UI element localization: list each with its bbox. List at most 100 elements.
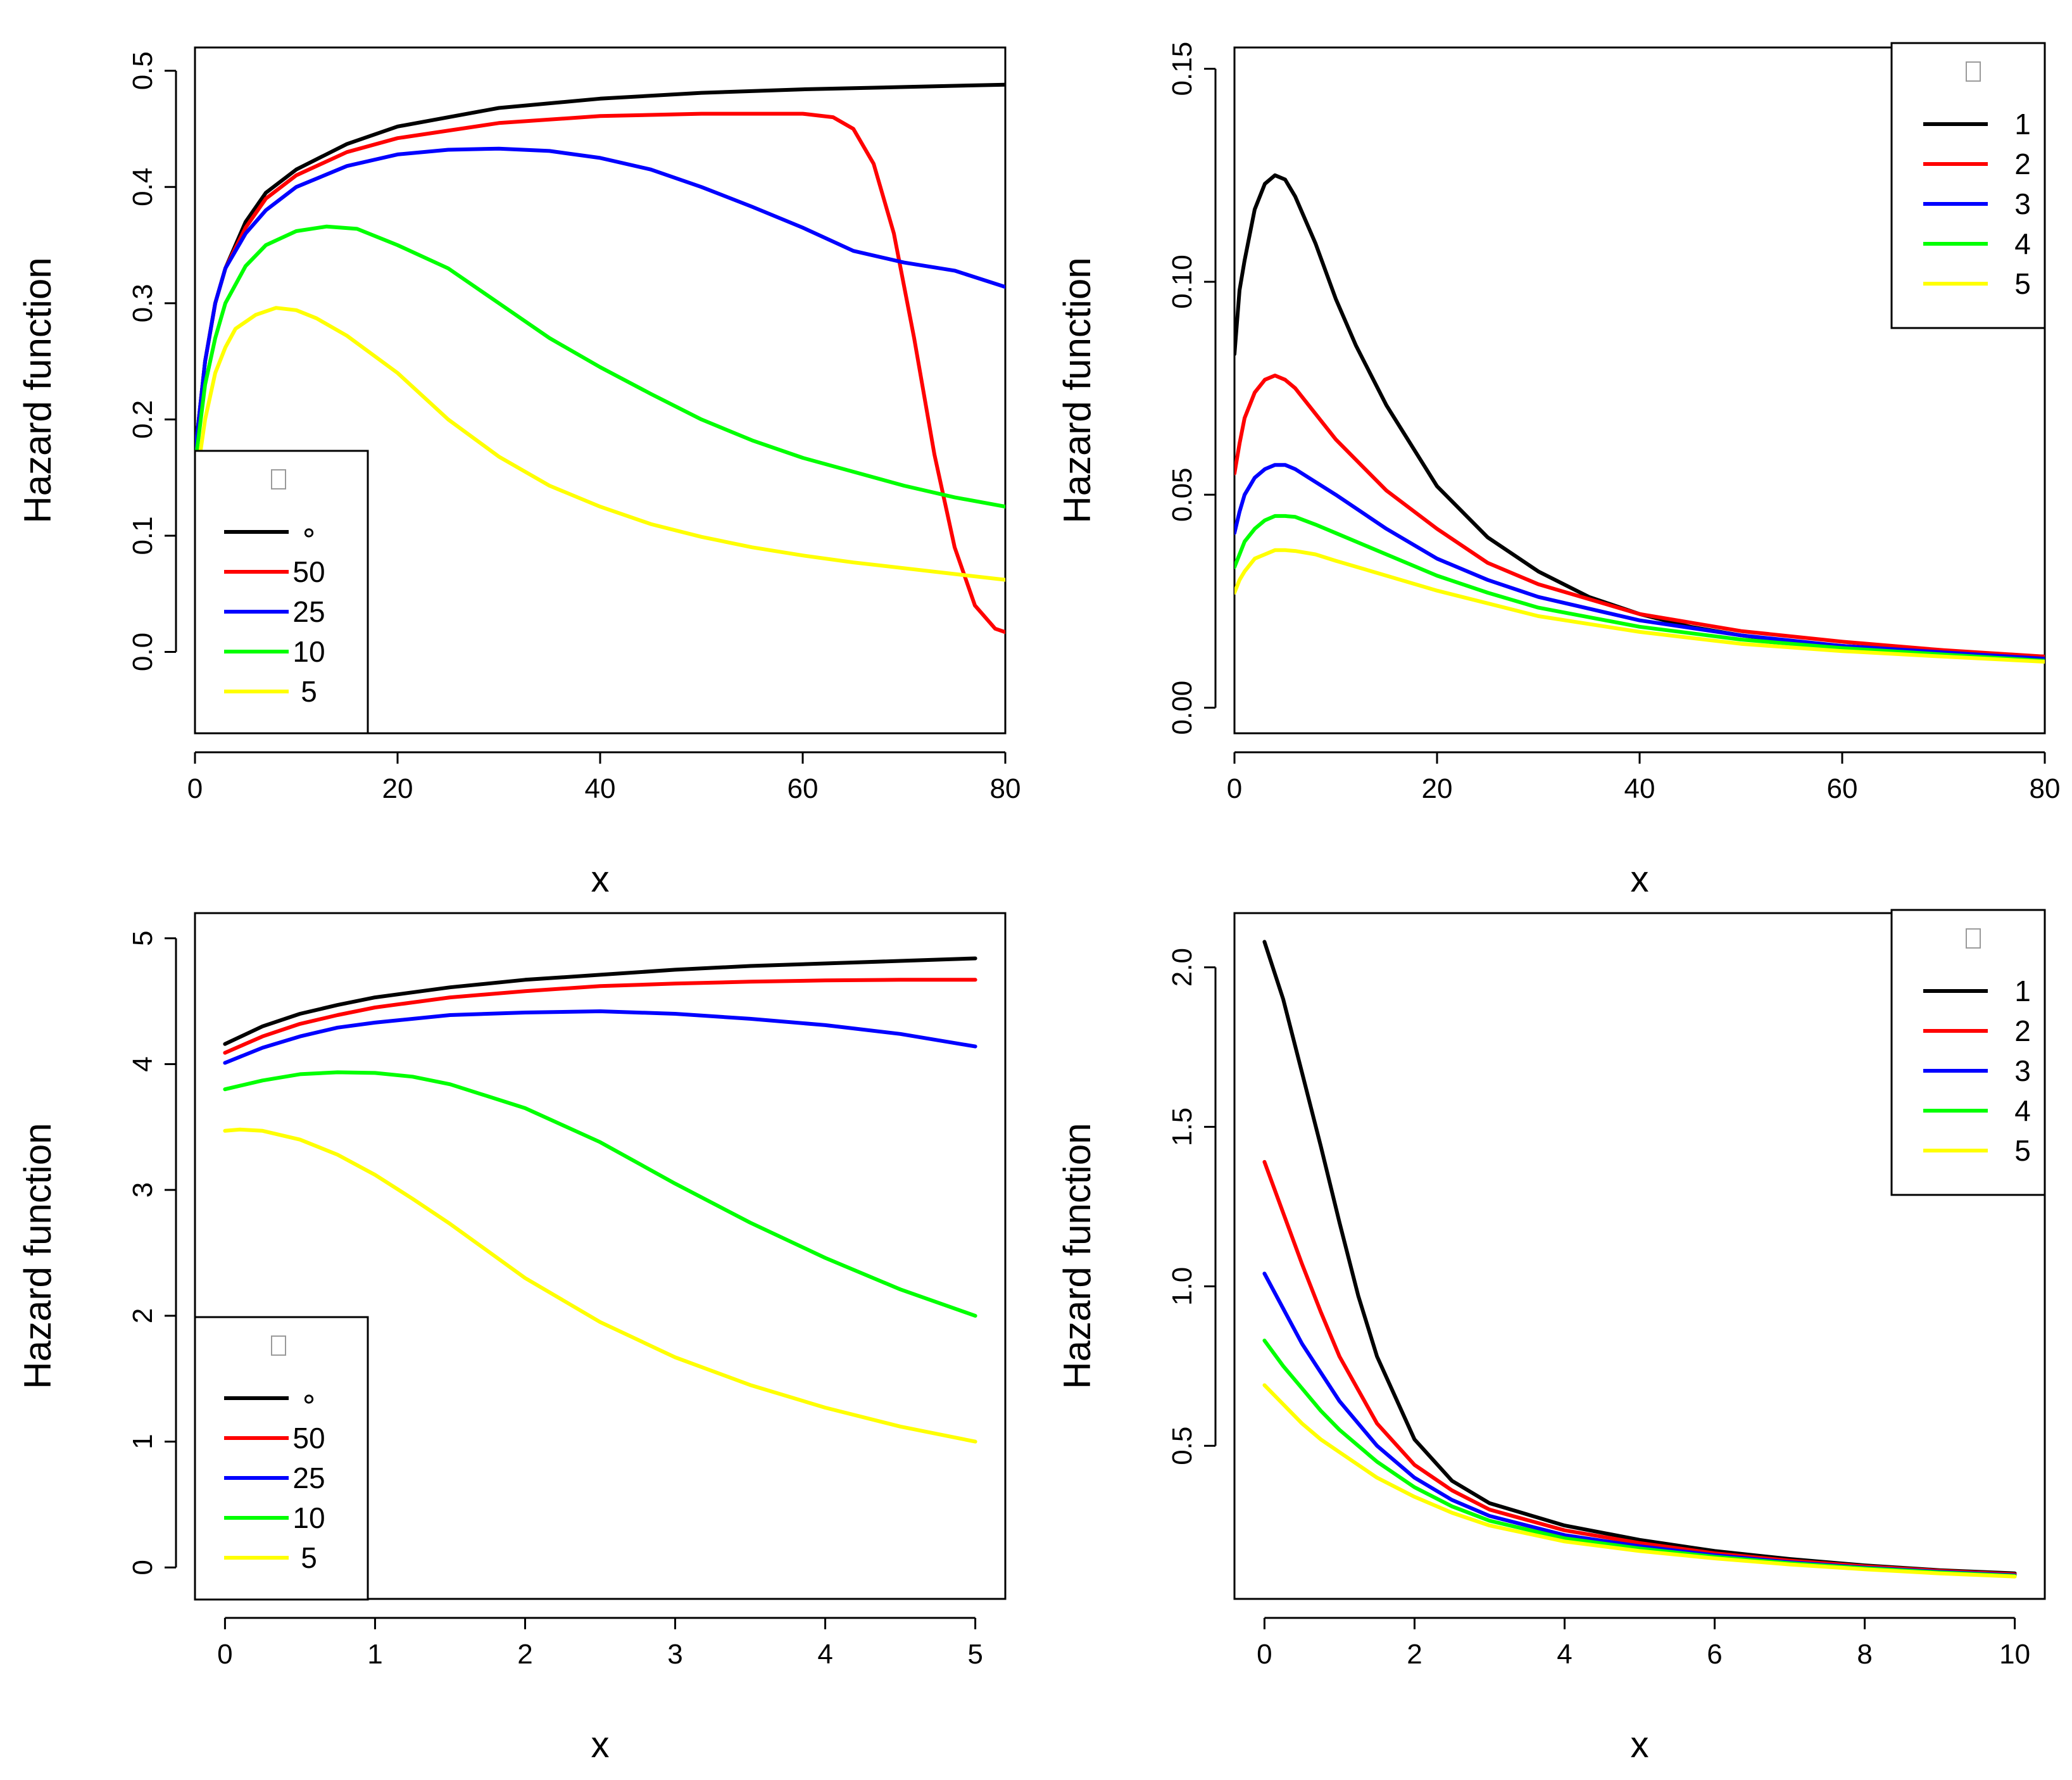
legend-label: 1 — [2014, 975, 2031, 1007]
legend-label: 2 — [2014, 148, 2031, 180]
legend-title-glyph-icon — [271, 469, 286, 489]
y-tick-label: 0.3 — [127, 284, 158, 322]
chart-panel-4: 0 2 4 6 8 10 x 0.5 1.0 1.5 2.0 Hazard function 1 2 3 4 5 — [1056, 909, 2046, 1765]
legend-box — [194, 450, 369, 735]
series-line-∘ — [223, 956, 977, 1046]
y-tick-label: 4 — [127, 1056, 158, 1071]
x-tick-label: 2 — [1407, 1639, 1422, 1670]
legend-label: 50 — [292, 555, 325, 588]
y-tick-label: 1.0 — [1167, 1267, 1198, 1306]
series-line-5 — [223, 1127, 977, 1444]
series-group — [1234, 173, 2045, 664]
y-tick-label: 5 — [127, 931, 158, 946]
y-tick-label: 1 — [127, 1434, 158, 1449]
y-axis-label: Hazard function — [1056, 257, 1098, 523]
legend-label: 1 — [2014, 108, 2031, 141]
x-tick-label: 40 — [585, 773, 616, 804]
x-axis-label: x — [591, 859, 610, 900]
y-tick-label: 0.0 — [127, 633, 158, 671]
series-line-∘ — [195, 82, 1005, 457]
series-line-5 — [1262, 1383, 2017, 1579]
x-tick-label: 20 — [1422, 773, 1453, 804]
x-tick-label: 0 — [217, 1639, 232, 1670]
x-tick-label: 10 — [1999, 1639, 2030, 1670]
chart-panel-1: 0 20 40 60 80 x 0.0 0.1 0.2 0.3 0.4 0.5 Hazard funct… — [16, 46, 1021, 900]
legend-label: 3 — [2014, 187, 2031, 220]
series-group — [1262, 940, 2017, 1579]
x-tick-label: 60 — [788, 773, 819, 804]
series-line-25 — [223, 1009, 977, 1065]
x-tick-label: 40 — [1624, 773, 1655, 804]
x-tick-label: 80 — [2030, 773, 2061, 804]
legend-label: ∘ — [300, 1382, 318, 1415]
y-axis-label: Hazard function — [16, 257, 59, 523]
y-tick-label: 0 — [127, 1560, 158, 1575]
y-tick-label: 2.0 — [1167, 948, 1198, 987]
y-tick-label: 0.5 — [127, 51, 158, 90]
x-axis-label: x — [591, 1724, 610, 1765]
series-group — [223, 956, 977, 1444]
legend-box — [194, 1316, 369, 1601]
y-tick-label: 0.4 — [127, 168, 158, 206]
x-tick-label: 2 — [517, 1639, 532, 1670]
legend-box — [1890, 42, 2046, 329]
plot-frame — [194, 912, 1007, 1600]
series-line-5 — [1234, 548, 2045, 664]
legend-label: 50 — [292, 1422, 325, 1455]
legend-label: 10 — [292, 1501, 325, 1534]
y-tick-label: 0.5 — [1167, 1427, 1198, 1465]
y-tick-label: 1.5 — [1167, 1108, 1198, 1146]
legend-label: 3 — [2014, 1054, 2031, 1087]
plot-frame — [194, 46, 1007, 735]
series-line-10 — [195, 224, 1005, 509]
y-axis-label: Hazard function — [16, 1123, 59, 1389]
x-tick-label: 0 — [1227, 773, 1242, 804]
legend-label: 25 — [292, 595, 325, 628]
x-tick-label: 20 — [382, 773, 413, 804]
legend-label: ∘ — [300, 515, 318, 548]
legend-label: 2 — [2014, 1014, 2031, 1047]
series-line-10 — [223, 1070, 977, 1318]
chart-panel-3: 0 1 2 3 4 5 x 0 1 2 3 4 5 Hazard function ∘ 50 25 10 5 — [16, 912, 1007, 1765]
x-axis-label: x — [1631, 1724, 1649, 1765]
legend-label: 10 — [292, 635, 325, 668]
y-tick-label: 0.2 — [127, 400, 158, 439]
legend-label: 4 — [2014, 227, 2031, 260]
series-line-5 — [195, 306, 1005, 582]
series-line-25 — [195, 146, 1005, 457]
legend-label: 4 — [2014, 1094, 2031, 1127]
y-tick-label: 0.00 — [1167, 681, 1198, 735]
x-tick-label: 3 — [667, 1639, 682, 1670]
legend: 1 2 3 4 5 — [1890, 42, 2046, 329]
y-tick-label: 3 — [127, 1182, 158, 1197]
chart-panel-2: 0 20 40 60 80 x 0.00 0.05 0.10 0.15 Hazard functio… — [1056, 42, 2060, 900]
y-tick-label: 0.1 — [127, 516, 158, 555]
x-tick-label: 4 — [817, 1639, 832, 1670]
x-tick-label: 60 — [1827, 773, 1858, 804]
legend-label: 5 — [301, 1541, 317, 1574]
series-group — [195, 82, 1005, 634]
legend-label: 25 — [292, 1461, 325, 1494]
series-line-50 — [223, 978, 977, 1055]
y-tick-label: 0.15 — [1167, 42, 1198, 96]
x-tick-label: 0 — [1257, 1639, 1272, 1670]
legend-label: 5 — [301, 675, 317, 708]
series-line-2 — [1262, 1159, 2017, 1577]
x-tick-label: 4 — [1557, 1639, 1572, 1670]
x-tick-label: 8 — [1857, 1639, 1872, 1670]
x-tick-label: 5 — [967, 1639, 983, 1670]
x-tick-label: 0 — [187, 773, 203, 804]
legend-title-glyph-icon — [1966, 928, 1981, 949]
legend-label: 5 — [2014, 1134, 2031, 1167]
series-line-50 — [195, 111, 1005, 634]
series-line-3 — [1234, 463, 2045, 661]
y-axis-label: Hazard function — [1056, 1123, 1098, 1389]
y-tick-label: 2 — [127, 1308, 158, 1323]
plot-frame — [1233, 912, 2046, 1600]
x-tick-label: 80 — [990, 773, 1021, 804]
legend: ∘ 50 25 10 5 — [194, 1316, 369, 1601]
legend-title-glyph-icon — [1966, 61, 1981, 82]
x-axis-label: x — [1631, 859, 1649, 900]
plot-frame — [1233, 46, 2046, 735]
